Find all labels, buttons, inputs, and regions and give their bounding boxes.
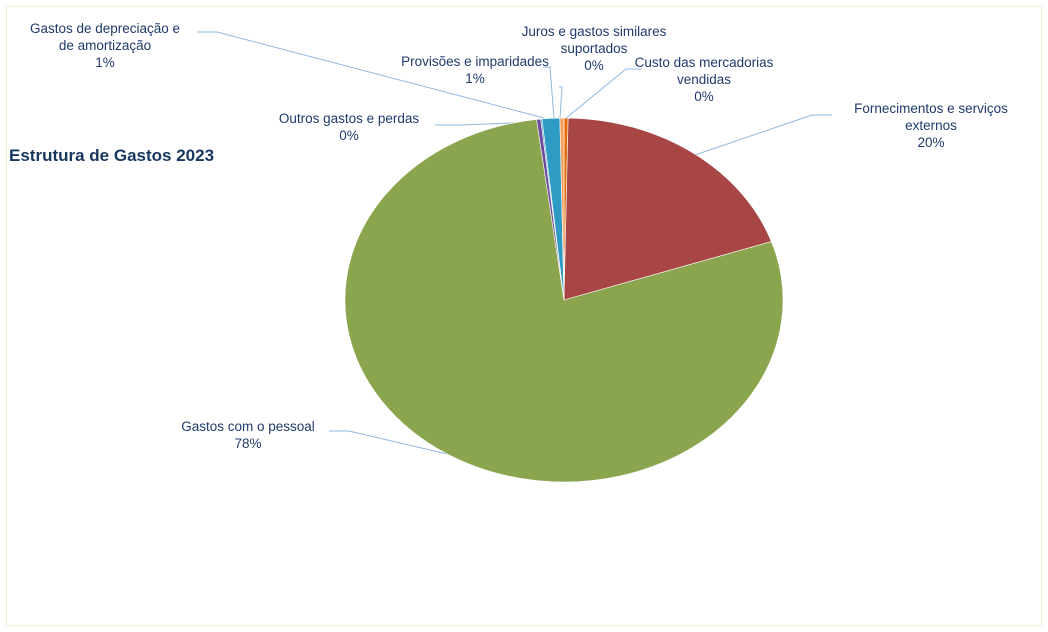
slice-name-label: externos [905, 118, 957, 133]
slice-percent-label: 1% [465, 71, 485, 86]
slice-label: Provisões e imparidades 1% [401, 54, 549, 86]
slice-label: Gastos com o pessoal 78% [181, 419, 315, 451]
slice-name-label: Custo das mercadorias [635, 55, 774, 70]
pie-chart: Estrutura de Gastos 2023 Custo das merca… [9, 21, 1008, 483]
slice-percent-label: 0% [339, 128, 359, 143]
slice-name-label: Juros e gastos similares [522, 24, 667, 39]
leader-line [564, 68, 642, 120]
slice-label: Gastos de depreciação e de amortização 1% [30, 21, 180, 70]
slice-name-label: vendidas [677, 72, 731, 87]
slice-name-label: de amortização [59, 38, 151, 53]
slice-name-label: Fornecimentos e serviços [854, 101, 1008, 116]
leader-line [329, 430, 448, 455]
slice-percent-label: 78% [234, 436, 261, 451]
leader-line [559, 86, 563, 119]
slice-percent-label: 0% [584, 58, 604, 73]
pie-slices [344, 117, 784, 483]
chart-title: Estrutura de Gastos 2023 [9, 146, 214, 165]
slice-label: Fornecimentos e serviços externos 20% [854, 101, 1008, 150]
slice-label: Outros gastos e perdas 0% [279, 111, 420, 143]
pie-slice [559, 117, 565, 301]
slice-name-label: Gastos de depreciação e [30, 21, 180, 36]
slice-name-label: Gastos com o pessoal [181, 419, 315, 434]
slice-percent-label: 0% [694, 89, 714, 104]
slice-name-label: Outros gastos e perdas [279, 111, 420, 126]
pie-slice [344, 119, 784, 483]
slice-name-label: suportados [561, 41, 628, 56]
slice-labels: Custo das mercadorias vendidas 0% Fornecime… [30, 21, 1008, 451]
leader-line [197, 31, 545, 119]
pie-slice [563, 117, 772, 301]
slice-percent-label: 20% [917, 135, 944, 150]
slice-percent-label: 1% [95, 55, 115, 70]
leader-line [694, 114, 832, 156]
chart-area: Estrutura de Gastos 2023 Custo das merca… [6, 6, 1042, 626]
slice-name-label: Provisões e imparidades [401, 54, 549, 69]
slice-label: Juros e gastos similares suportados 0% [522, 24, 667, 73]
slice-label: Custo das mercadorias vendidas 0% [635, 55, 774, 104]
leader-line [543, 66, 555, 119]
leader-lines [197, 31, 832, 455]
